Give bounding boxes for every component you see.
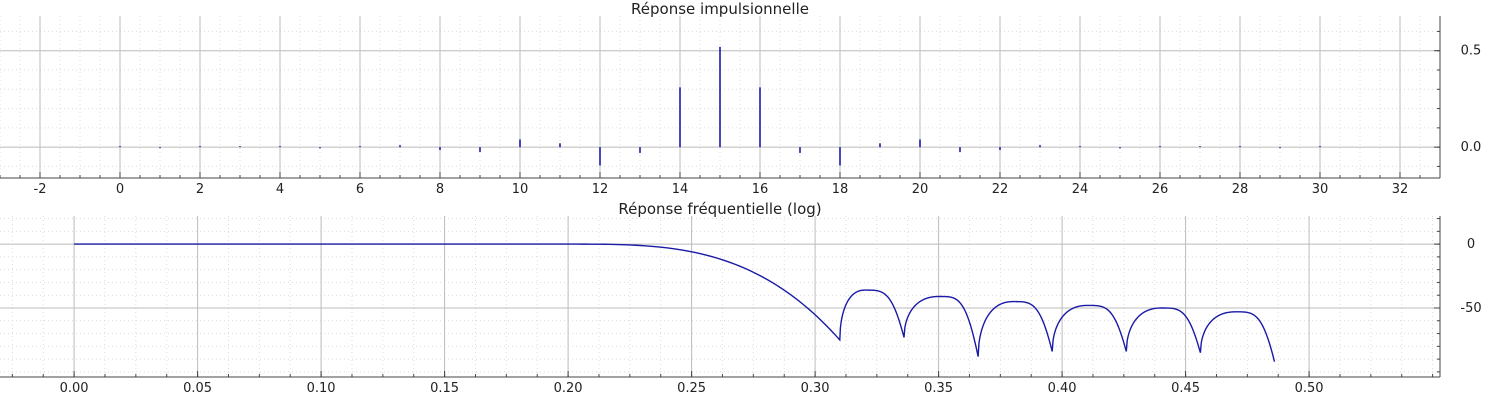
x-tick-label: 16 (752, 182, 769, 197)
impulse-axes: -2 0 2 4 6 8 10 12 14 16 18 20 22 24 26 28 30 320.00.5 (0, 16, 1481, 197)
x-tick-label: 22 (992, 182, 1009, 197)
x-tick-label: 0.45 (1171, 381, 1200, 396)
x-tick-label: 0.20 (554, 381, 583, 396)
y-tick-label: 0.5 (1461, 44, 1482, 59)
x-tick-label: 28 (1232, 182, 1249, 197)
x-tick-label: -2 (34, 182, 47, 197)
x-tick-label: 0.10 (307, 381, 336, 396)
x-tick-label: 0 (116, 182, 124, 197)
frequency-curve-group (74, 243, 1276, 362)
x-tick-label: 24 (1072, 182, 1089, 197)
x-tick-label: 0.35 (924, 381, 953, 396)
x-tick-label: 0.05 (183, 381, 212, 396)
y-tick-label: 0.0 (1461, 140, 1482, 155)
impulse-response-title: Réponse impulsionnelle (631, 0, 809, 18)
x-tick-label: 0.15 (430, 381, 459, 396)
x-tick-label: 0.30 (801, 381, 830, 396)
x-tick-label: 12 (592, 182, 609, 197)
x-tick-label: 8 (436, 182, 444, 197)
x-tick-label: 4 (276, 182, 284, 197)
x-tick-label: 0.40 (1048, 381, 1077, 396)
y-tick-label: -50 (1460, 301, 1481, 316)
x-tick-label: 26 (1152, 182, 1169, 197)
frequency-response-curve (74, 243, 1276, 362)
frequency-axes: 0.00 0.05 0.10 0.15 0.20 0.25 0.30 0.35 0.40 0.45… (0, 216, 1482, 396)
x-tick-label: 20 (912, 182, 929, 197)
x-tick-label: 6 (356, 182, 364, 197)
x-tick-label: 0.50 (1295, 381, 1324, 396)
x-tick-label: 32 (1392, 182, 1409, 197)
x-tick-label: 14 (672, 182, 689, 197)
impulse-response-panel: Réponse impulsionnelle -2 0 2 4 6 8 10 12 14 16 18… (0, 0, 1481, 197)
x-tick-label: 0.25 (677, 381, 706, 396)
frequency-response-panel: Réponse fréquentielle (log) 0.00 0.05 0.10… (0, 200, 1482, 396)
x-tick-label: 0.00 (60, 381, 89, 396)
x-tick-label: 2 (196, 182, 204, 197)
x-tick-label: 30 (1312, 182, 1329, 197)
impulse-stems (119, 46, 1321, 166)
y-tick-label: 0 (1467, 237, 1475, 252)
x-tick-label: 18 (832, 182, 849, 197)
x-tick-label: 10 (512, 182, 529, 197)
frequency-response-title: Réponse fréquentielle (log) (618, 200, 821, 218)
frequency-grid (0, 216, 1440, 377)
